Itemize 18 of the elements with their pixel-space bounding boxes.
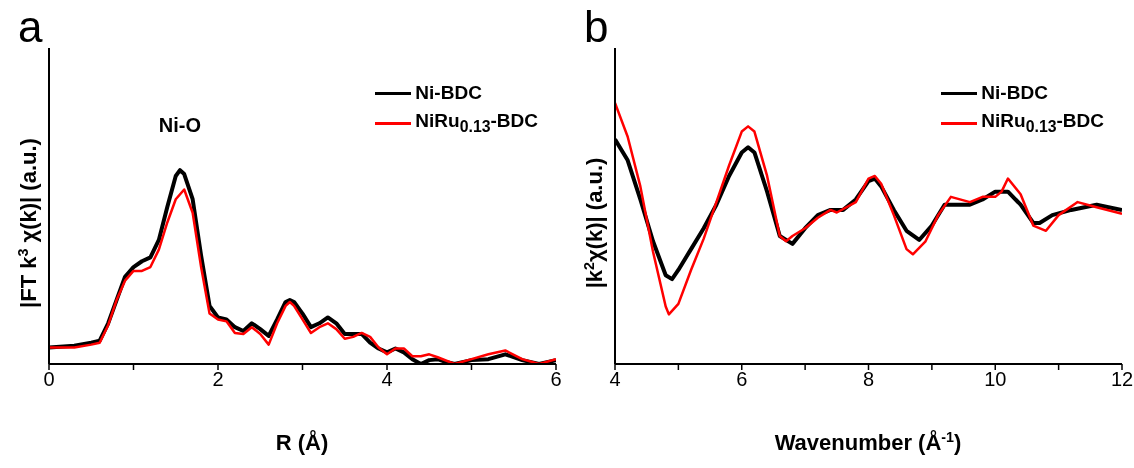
x-tick-label: 12 [1110, 368, 1134, 391]
chart-title: a [18, 2, 43, 52]
x-tick-label: 0 [43, 368, 55, 391]
x-tick-label: 6 [550, 368, 562, 391]
x-tick-label: 2 [212, 368, 224, 391]
legend-label: Ni-BDC [415, 82, 482, 104]
x-axis-title: Wavenumber (Å$^{-1}$) [774, 429, 962, 455]
x-tick-label: 4 [609, 368, 621, 391]
chart-title: b [584, 2, 609, 52]
x-axis-title: R (Å) [275, 429, 329, 455]
legend-label: NiRu$_{0.13}$-BDC [415, 110, 538, 136]
x-tick-label: 8 [862, 368, 875, 391]
x-tick-label: 4 [381, 368, 393, 391]
legend-label: NiRu$_{0.13}$-BDC [981, 110, 1104, 136]
legend-label: Ni-BDC [981, 82, 1048, 104]
x-tick-label: 10 [984, 368, 1007, 391]
x-tick-label: 6 [736, 368, 748, 391]
annotation: Ni-O [158, 114, 202, 137]
